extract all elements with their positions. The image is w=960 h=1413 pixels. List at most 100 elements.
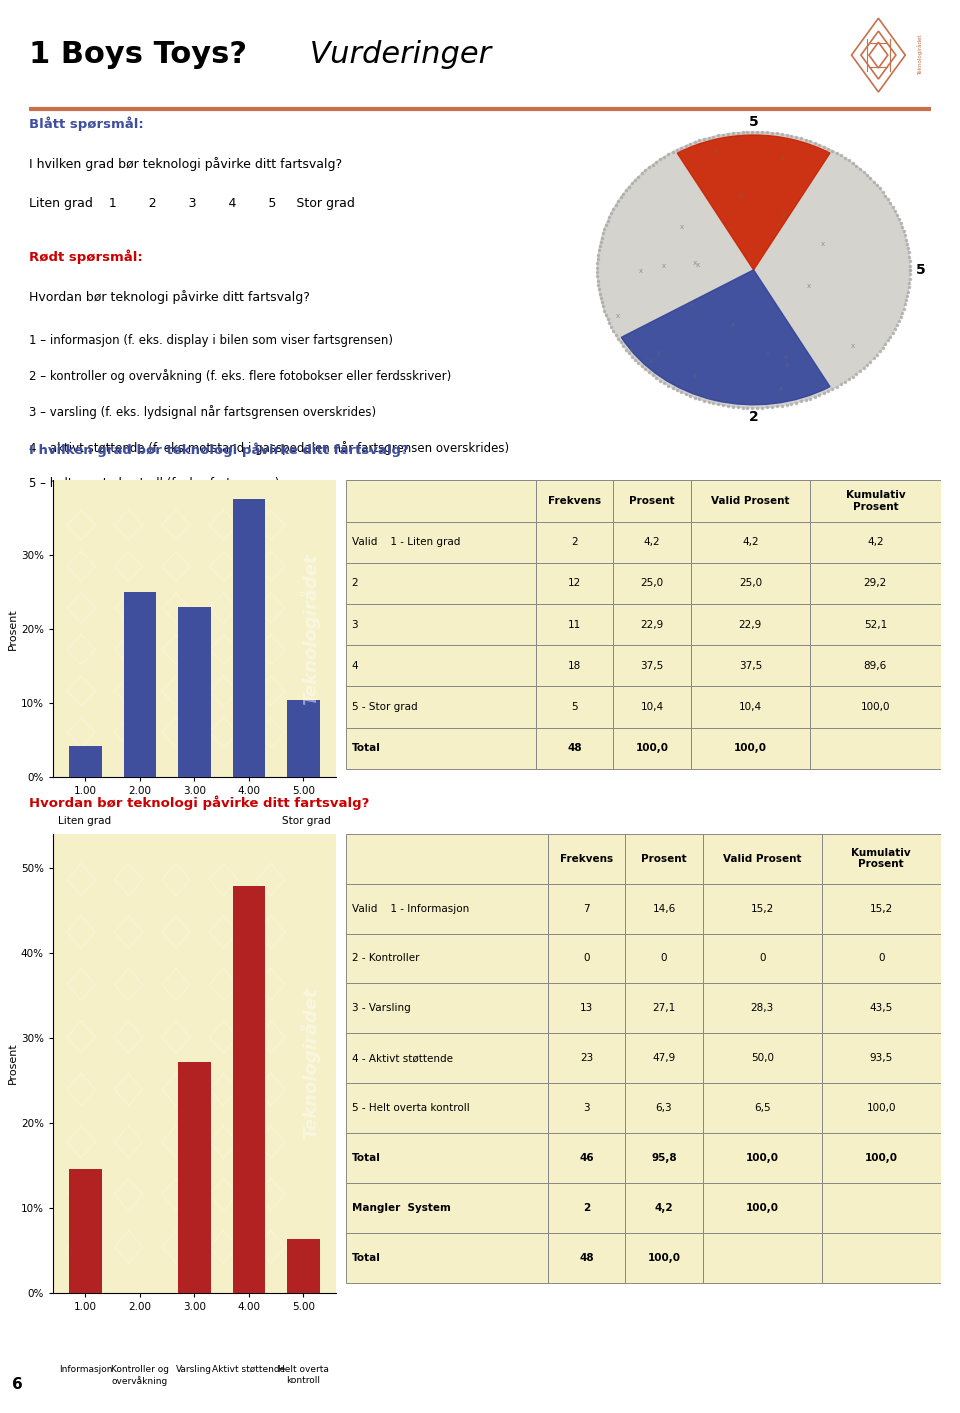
Text: 5: 5	[916, 263, 925, 277]
Bar	[536, 646, 613, 687]
Bar	[548, 834, 625, 883]
Bar	[346, 480, 536, 521]
Text: x: x	[821, 240, 825, 247]
Text: 100,0: 100,0	[865, 1153, 898, 1163]
Text: 100,0: 100,0	[746, 1202, 779, 1212]
Text: 5 - Helt overta kontroll: 5 - Helt overta kontroll	[351, 1104, 469, 1113]
Text: 27,1: 27,1	[653, 1003, 676, 1013]
Bar	[178, 608, 211, 777]
Text: 7: 7	[584, 903, 590, 914]
Text: x: x	[695, 261, 700, 267]
Text: 3 – varsling (f. eks. lydsignal når fartsgrensen overskrides): 3 – varsling (f. eks. lydsignal når fart…	[29, 406, 376, 420]
Bar	[536, 687, 613, 728]
Text: 43,5: 43,5	[870, 1003, 893, 1013]
Bar	[691, 562, 810, 605]
Text: 2: 2	[749, 410, 758, 424]
Text: Frekvens: Frekvens	[560, 853, 613, 863]
Bar	[536, 480, 613, 521]
Bar	[625, 983, 703, 1033]
Bar	[346, 605, 536, 646]
Text: 15,2: 15,2	[870, 903, 893, 914]
Text: 100,0: 100,0	[636, 743, 668, 753]
Bar	[822, 1183, 941, 1234]
Text: 4 – aktivt støttende (f. eks motstand i gasspedalen når fartsgrensen overskrides: 4 – aktivt støttende (f. eks motstand i …	[29, 441, 509, 455]
Text: Kumulativ
Prosent: Kumulativ Prosent	[846, 490, 905, 512]
Text: 4,2: 4,2	[742, 537, 758, 547]
Text: 3: 3	[584, 1104, 590, 1113]
Text: 1 – informasjon (f. eks. display i bilen som viser fartsgrensen): 1 – informasjon (f. eks. display i bilen…	[29, 333, 393, 346]
Text: Varsling: Varsling	[177, 1365, 212, 1375]
Bar	[703, 983, 822, 1033]
Text: 5: 5	[571, 702, 578, 712]
Bar	[536, 605, 613, 646]
Text: 6: 6	[12, 1378, 22, 1392]
Bar	[625, 1234, 703, 1283]
Bar	[625, 1084, 703, 1133]
Text: x: x	[851, 343, 854, 349]
Bar	[536, 562, 613, 605]
Text: x: x	[780, 386, 783, 393]
Wedge shape	[621, 270, 830, 404]
Bar	[810, 646, 941, 687]
Bar	[625, 1033, 703, 1084]
Text: Teknologirådet: Teknologirådet	[300, 552, 321, 705]
Bar	[613, 562, 691, 605]
Text: 100,0: 100,0	[860, 702, 890, 712]
Text: 2 – kontroller og overvåkning (f. eks. flere fotobokser eller ferdsskriver): 2 – kontroller og overvåkning (f. eks. f…	[29, 370, 451, 383]
Bar	[703, 1234, 822, 1283]
Text: 25,0: 25,0	[640, 578, 663, 588]
Text: Informasjon: Informasjon	[59, 1365, 112, 1375]
Text: 23: 23	[580, 1053, 593, 1064]
Text: 0: 0	[660, 954, 667, 964]
Text: 14,6: 14,6	[653, 903, 676, 914]
Text: Kontroller og
overvåkning: Kontroller og overvåkning	[111, 1365, 169, 1386]
Bar	[691, 646, 810, 687]
Text: 28,3: 28,3	[751, 1003, 774, 1013]
Text: 46: 46	[579, 1153, 594, 1163]
Text: Vurderinger: Vurderinger	[300, 40, 491, 69]
Bar	[548, 883, 625, 934]
Circle shape	[597, 131, 910, 408]
Text: 100,0: 100,0	[746, 1153, 779, 1163]
Text: 6,5: 6,5	[754, 1104, 771, 1113]
Text: Hvordan bør teknologi påvirke ditt fartsvalg?: Hvordan bør teknologi påvirke ditt farts…	[29, 290, 310, 304]
Text: Valid Prosent: Valid Prosent	[711, 496, 789, 506]
Text: Liten grad    1        2        3        4        5     Stor grad: Liten grad 1 2 3 4 5 Stor grad	[29, 196, 354, 211]
Bar	[124, 592, 156, 777]
Bar	[822, 834, 941, 883]
Text: 0: 0	[584, 954, 589, 964]
Text: Total: Total	[351, 743, 380, 753]
Text: x: x	[714, 148, 718, 154]
Text: x: x	[732, 322, 735, 328]
Text: 18: 18	[568, 661, 582, 671]
Text: x: x	[785, 362, 789, 367]
Bar	[548, 1033, 625, 1084]
Y-axis label: Prosent: Prosent	[8, 608, 18, 650]
Text: 2: 2	[351, 578, 358, 588]
Text: x: x	[662, 263, 666, 268]
Bar	[703, 1084, 822, 1133]
Text: Teknologirådet: Teknologirådet	[300, 988, 321, 1139]
Text: 3: 3	[351, 620, 358, 630]
Text: 4,2: 4,2	[655, 1202, 673, 1212]
Bar	[691, 687, 810, 728]
Text: x: x	[783, 353, 788, 360]
Text: 3 - Varsling: 3 - Varsling	[351, 1003, 410, 1013]
Bar	[346, 1033, 548, 1084]
Text: 100,0: 100,0	[733, 743, 767, 753]
Bar	[346, 562, 536, 605]
Bar	[346, 834, 548, 883]
Text: x: x	[781, 212, 786, 218]
Text: I hvilken grad bør teknologi påvirke ditt fartsvalg?: I hvilken grad bør teknologi påvirke dit…	[29, 157, 342, 171]
Text: 50,0: 50,0	[751, 1053, 774, 1064]
Bar	[346, 1084, 548, 1133]
Bar	[822, 983, 941, 1033]
Text: 0: 0	[878, 954, 884, 964]
Bar	[703, 1033, 822, 1084]
Bar	[810, 687, 941, 728]
Bar	[625, 1133, 703, 1183]
Bar	[822, 1133, 941, 1183]
Text: 100,0: 100,0	[648, 1253, 681, 1263]
Bar	[691, 480, 810, 521]
Text: Stor grad: Stor grad	[281, 815, 330, 825]
